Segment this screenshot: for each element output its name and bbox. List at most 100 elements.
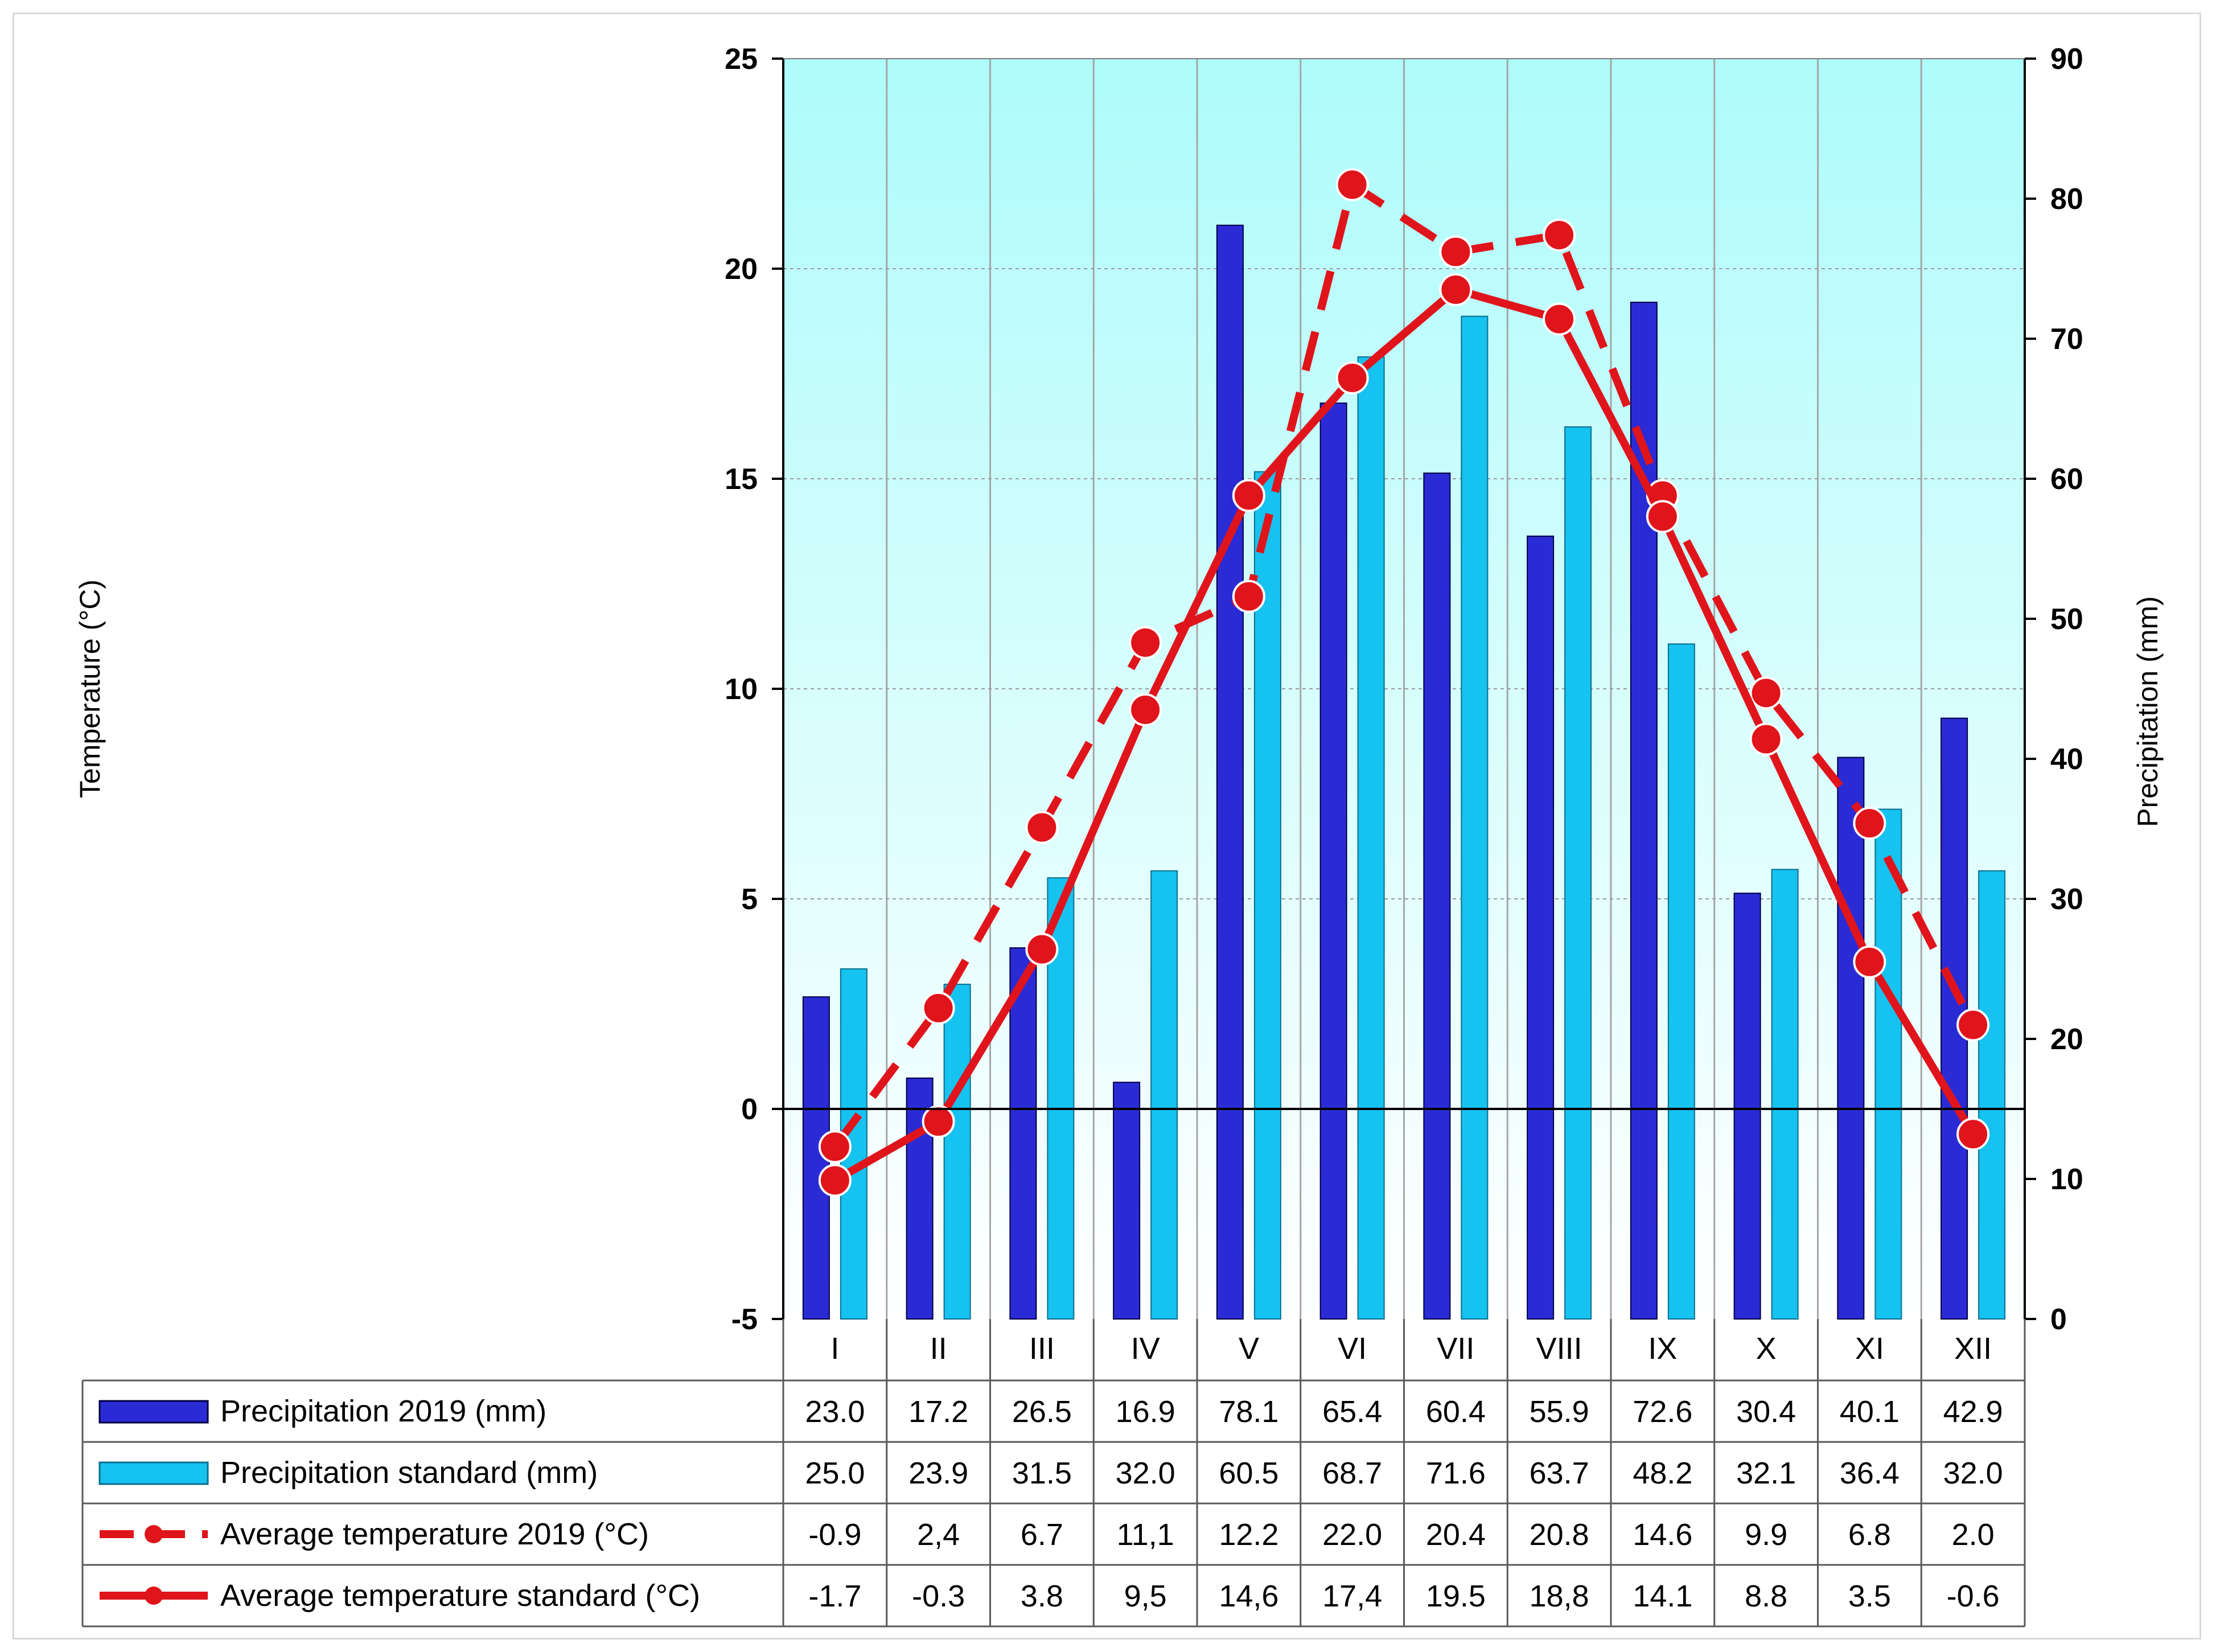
precipitation-standard-bar-II — [943, 984, 971, 1320]
right-tick-label: 60 — [2050, 463, 2083, 496]
table-cell: 16.9 — [1116, 1395, 1175, 1429]
left-tick-label: -5 — [731, 1303, 758, 1336]
temperature-2019-point-XII — [1956, 1008, 1990, 1042]
legend-key-bar — [98, 1400, 209, 1424]
category-label: VI — [1338, 1332, 1367, 1366]
table-cell: 30.4 — [1736, 1395, 1796, 1429]
data-table: I II III IV V VI VII VIII IX X XI XIIPrecipitation … — [81, 1319, 2026, 1628]
table-cell: 11,1 — [1117, 1518, 1174, 1552]
table-cell: 42.9 — [1943, 1395, 2003, 1429]
precipitation-2019-bar-VII — [1423, 472, 1451, 1320]
table-cell: 20.8 — [1530, 1518, 1589, 1552]
table-cell: 72.6 — [1633, 1395, 1692, 1429]
table-cell: 3.8 — [1021, 1579, 1063, 1613]
right-tick-label: 10 — [2050, 1163, 2083, 1196]
table-cell: 32.1 — [1736, 1456, 1796, 1490]
table-cell: 23.0 — [805, 1395, 865, 1429]
temperature-lines — [818, 168, 1990, 1197]
right-tick-label: 0 — [2050, 1303, 2067, 1336]
table-cell: 17,4 — [1322, 1579, 1382, 1613]
precipitation-standard-bar-X — [1771, 869, 1799, 1320]
temperature-standard-point-VI — [1335, 361, 1369, 394]
table-cell: 6.8 — [1848, 1518, 1891, 1552]
table-cell: 18,8 — [1530, 1579, 1589, 1613]
legend-label: Precipitation 2019 (mm) — [220, 1394, 546, 1428]
temperature-standard-point-IX — [1646, 500, 1679, 533]
category-label: II — [930, 1332, 947, 1366]
right-tick-label: 30 — [2050, 883, 2083, 916]
precipitation-standard-bar-XII — [1978, 870, 2006, 1320]
table-cell: 78.1 — [1219, 1395, 1278, 1429]
precipitation-2019-bar-VIII — [1527, 535, 1555, 1320]
table-cell: -0.6 — [1947, 1579, 2000, 1613]
precipitation-2019-bar-XI — [1837, 757, 1865, 1320]
table-cell: 9,5 — [1124, 1579, 1167, 1613]
table-cell: 8.8 — [1745, 1579, 1787, 1613]
left-tick-label: 15 — [725, 463, 758, 496]
legend-key-marker — [145, 1525, 163, 1543]
category-label: VII — [1437, 1332, 1474, 1366]
table-cell: 40.1 — [1840, 1395, 1900, 1429]
table-cell: 60.4 — [1426, 1395, 1486, 1429]
temperature-2019-point-II — [922, 991, 955, 1025]
legend-key-bar — [98, 1461, 209, 1485]
temperature-2019-point-III — [1025, 811, 1059, 844]
temperature-2019-point-VIII — [1543, 218, 1576, 252]
precipitation-standard-bar-V — [1253, 471, 1281, 1320]
table-cell: 60.5 — [1219, 1456, 1278, 1490]
table-cell: 26.5 — [1012, 1395, 1072, 1429]
table-cell: 19.5 — [1426, 1579, 1486, 1613]
right-tick-label: 40 — [2050, 743, 2083, 776]
precipitation-2019-bar-X — [1733, 893, 1761, 1320]
temperature-standard-point-I — [818, 1164, 852, 1197]
table-cell: 14.1 — [1633, 1579, 1692, 1613]
category-label: VIII — [1536, 1332, 1582, 1366]
category-label: I — [831, 1332, 839, 1366]
table-cell: 22.0 — [1322, 1518, 1382, 1552]
right-tick-label: 70 — [2050, 323, 2083, 356]
legend-key-marker — [145, 1587, 163, 1605]
temperature-standard-point-II — [922, 1105, 955, 1139]
temperature-2019-point-VII — [1439, 235, 1473, 269]
category-label: IX — [1648, 1332, 1677, 1366]
legend-label: Average temperature standard (°C) — [220, 1579, 700, 1613]
table-cell: 6.7 — [1021, 1518, 1063, 1552]
table-cell: 25.0 — [805, 1456, 865, 1490]
category-label: XII — [1954, 1332, 1992, 1366]
precipitation-standard-bar-IX — [1667, 643, 1695, 1320]
category-label: X — [1756, 1332, 1777, 1366]
table-cell: 63.7 — [1530, 1456, 1589, 1490]
chart-frame: -5 0 5 10 15 20 25 0 10 20 30 40 50 60 70 80 90 I II III IV… — [13, 13, 2201, 1639]
table-cell: 2.0 — [1952, 1518, 1995, 1552]
temperature-standard-point-XII — [1956, 1117, 1990, 1151]
left-tick-label: 10 — [725, 673, 758, 706]
table-cell: 31.5 — [1012, 1456, 1072, 1490]
table-cell: 32.0 — [1943, 1456, 2003, 1490]
temperature-standard-point-IV — [1129, 693, 1162, 726]
right-tick-label: 50 — [2050, 603, 2083, 636]
left-tick-label: 0 — [741, 1093, 758, 1126]
legend-label: Precipitation standard (mm) — [220, 1456, 598, 1490]
axes: -5 0 5 10 15 20 25 0 10 20 30 40 50 60 70 80 90 — [725, 43, 2083, 1336]
temperature-standard-point-V — [1232, 479, 1265, 512]
table-cell: 71.6 — [1426, 1456, 1486, 1490]
precipitation-2019-bar-IV — [1113, 1082, 1141, 1320]
precipitation-standard-bar-IV — [1150, 870, 1178, 1320]
precipitation-standard-bar-VI — [1357, 356, 1385, 1320]
precipitation-2019-bar-VI — [1319, 402, 1347, 1320]
precipitation-standard-bar-XI — [1874, 808, 1902, 1320]
temperature-2019-point-I — [818, 1130, 852, 1164]
temperature-standard-point-VIII — [1543, 302, 1576, 336]
left-tick-label: 20 — [725, 253, 758, 286]
precipitation-2019-bar-V — [1216, 224, 1244, 1320]
table-cell: 65.4 — [1322, 1395, 1382, 1429]
temperature-standard-point-XI — [1853, 945, 1886, 979]
category-label: XI — [1855, 1332, 1884, 1366]
right-tick-label: 20 — [2050, 1023, 2083, 1056]
table-cell: 14.6 — [1633, 1518, 1692, 1552]
temperature-standard-line — [833, 285, 1977, 1184]
right-tick-label: 90 — [2050, 43, 2083, 76]
legend-label: Average temperature 2019 (°C) — [220, 1517, 649, 1551]
table-cell: -1.7 — [808, 1579, 861, 1613]
